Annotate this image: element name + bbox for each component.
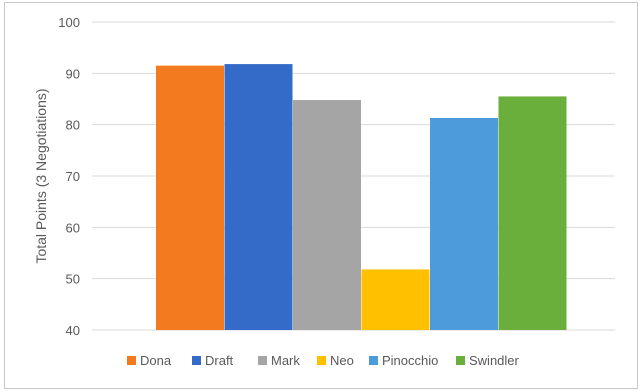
bars (156, 64, 567, 331)
legend: Dona Draft Mark Neo Pinocchio Swindler (127, 353, 520, 368)
bar-mark (293, 100, 361, 330)
legend-swatch-dona (127, 356, 136, 365)
bar-swindler (498, 96, 567, 330)
legend-label-dona: Dona (140, 353, 172, 368)
y-tick-label: 70 (66, 169, 80, 184)
legend-swatch-swindler (456, 356, 465, 365)
bar-dona (156, 65, 224, 330)
legend-label-neo: Neo (330, 353, 354, 368)
legend-swatch-mark (258, 356, 267, 365)
bar-pinocchio (430, 117, 498, 330)
legend-label-pinocchio: Pinocchio (382, 353, 438, 368)
y-tick-label: 80 (66, 118, 80, 133)
legend-label-draft: Draft (205, 353, 234, 368)
y-axis-title: Total Points (3 Negotiations) (33, 88, 49, 263)
y-tick-label: 40 (66, 323, 80, 338)
y-tick-label: 90 (66, 66, 80, 81)
legend-swatch-neo (317, 356, 326, 365)
legend-label-mark: Mark (271, 353, 300, 368)
y-tick-label: 50 (66, 272, 80, 287)
bar-neo (361, 269, 430, 330)
y-tick-label: 60 (66, 220, 80, 235)
y-axis-ticks: 40 50 60 70 80 90 100 (58, 15, 80, 338)
y-tick-label: 100 (58, 15, 80, 30)
legend-label-swindler: Swindler (469, 353, 520, 368)
legend-swatch-draft (192, 356, 201, 365)
legend-swatch-pinocchio (369, 356, 378, 365)
bar-draft (224, 64, 293, 331)
